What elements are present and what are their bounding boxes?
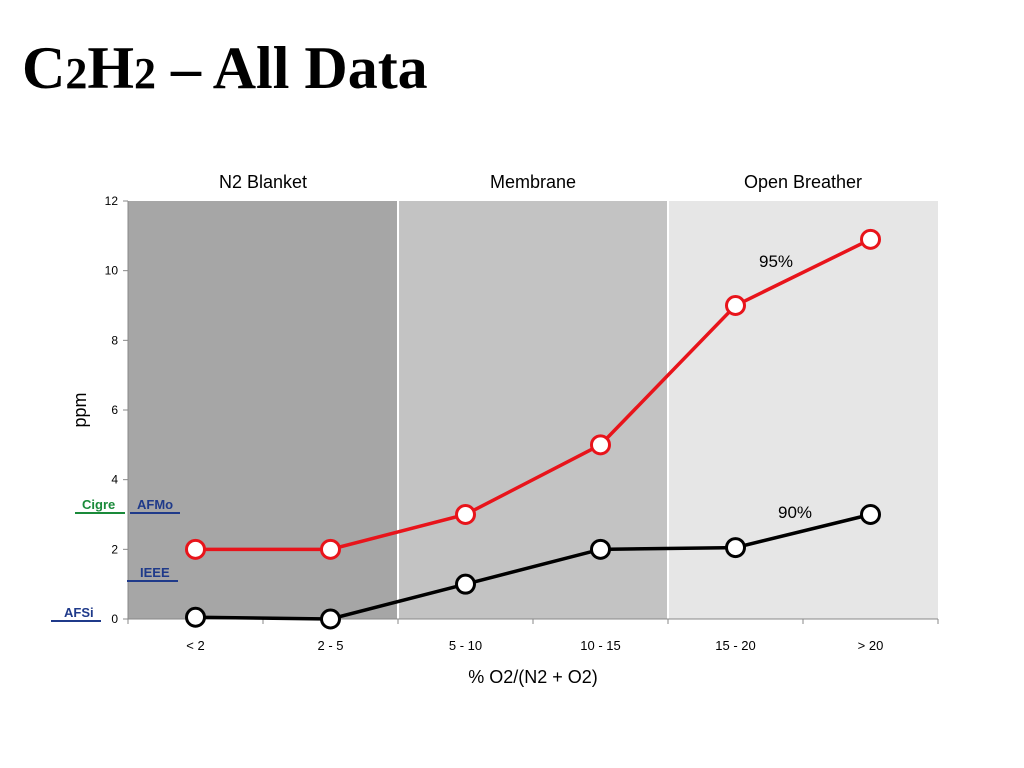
- series-line-1: [195, 512, 871, 621]
- x-tick-label-5: > 20: [858, 638, 884, 653]
- title-rest: – All Data: [156, 35, 428, 101]
- region-band-0: [128, 201, 398, 619]
- region-band-1: [398, 201, 668, 619]
- reference-label-cigre: Cigre: [82, 497, 115, 512]
- series-0-point-3: [590, 434, 611, 456]
- series-0-point-1: [320, 538, 341, 560]
- title-subscript-2b: 2: [134, 49, 157, 98]
- series-1-point-1: [320, 608, 341, 630]
- x-tick-label-1: 2 - 5: [317, 638, 343, 653]
- y-tick-label-2: 4: [111, 473, 118, 487]
- series-0-point-4: [725, 295, 746, 316]
- slide-title: C2H2 – All Data: [22, 30, 428, 112]
- series-1-point-2: [455, 573, 476, 595]
- series-0-point-0: [185, 538, 206, 560]
- x-tick-label-2: 5 - 10: [449, 638, 482, 653]
- series-0-point-5: [860, 228, 881, 250]
- series-0-point-2: [455, 504, 476, 525]
- x-tick-label-4: 15 - 20: [715, 638, 755, 653]
- reference-label-ieee: IEEE: [140, 565, 170, 580]
- x-axis-title: % O2/(N2 + O2): [468, 667, 598, 687]
- region-label-2: Open Breather: [744, 172, 862, 192]
- series-label-1: 90%: [778, 503, 812, 522]
- title-subscript-2a: 2: [65, 49, 88, 98]
- reference-label-afsi: AFSi: [64, 605, 94, 620]
- region-label-1: Membrane: [490, 172, 576, 192]
- y-axis-title: ppm: [70, 392, 90, 427]
- series-1-point-5: [860, 504, 881, 525]
- y-tick-label-4: 8: [111, 333, 118, 347]
- reference-label-afmo: AFMo: [137, 497, 173, 512]
- region-label-0: N2 Blanket: [219, 172, 307, 192]
- title-c: C: [22, 35, 66, 101]
- series-1-point-4: [725, 537, 746, 559]
- x-tick-label-0: < 2: [186, 638, 204, 653]
- y-tick-label-6: 12: [105, 194, 119, 208]
- y-tick-label-3: 6: [111, 403, 118, 417]
- region-band-2: [668, 201, 938, 619]
- series-1-point-3: [590, 538, 611, 560]
- series-line-0: [195, 237, 872, 552]
- y-tick-label-1: 2: [111, 542, 118, 556]
- series-1-point-0: [185, 606, 206, 628]
- series-label-0: 95%: [759, 252, 793, 271]
- y-tick-label-5: 10: [105, 264, 119, 278]
- x-tick-label-3: 10 - 15: [580, 638, 620, 653]
- title-h: H: [87, 35, 135, 101]
- y-tick-label-0: 0: [111, 612, 118, 626]
